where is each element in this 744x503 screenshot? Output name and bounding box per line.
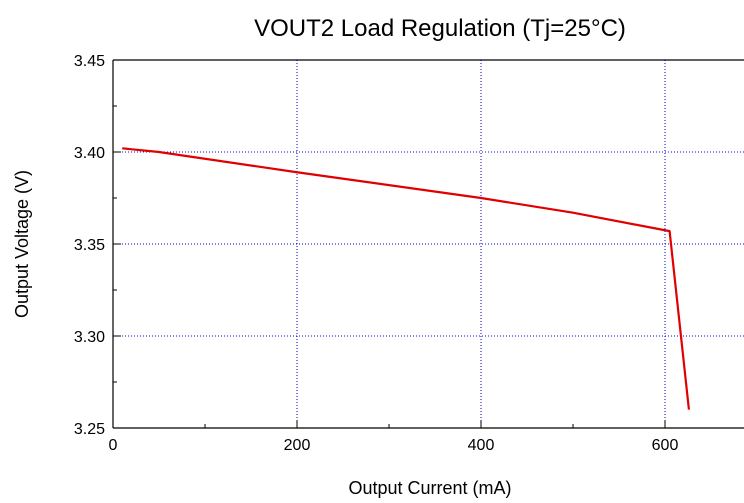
x-axis-label: Output Current (mA)	[348, 478, 511, 498]
y-tick-label: 3.35	[74, 237, 105, 254]
y-tick-label: 3.25	[74, 421, 105, 438]
chart-title: VOUT2 Load Regulation (Tj=25°C)	[254, 15, 626, 42]
y-tick-label: 3.45	[74, 53, 105, 70]
x-tick-label: 600	[652, 437, 679, 454]
y-axis-label: Output Voltage (V)	[12, 170, 32, 318]
y-tick-label: 3.30	[74, 329, 105, 346]
x-tick-label: 400	[468, 437, 495, 454]
x-tick-label: 0	[109, 437, 118, 454]
data-line	[122, 147, 691, 410]
y-tick-label: 3.40	[74, 145, 105, 162]
x-tick-label: 200	[284, 437, 311, 454]
